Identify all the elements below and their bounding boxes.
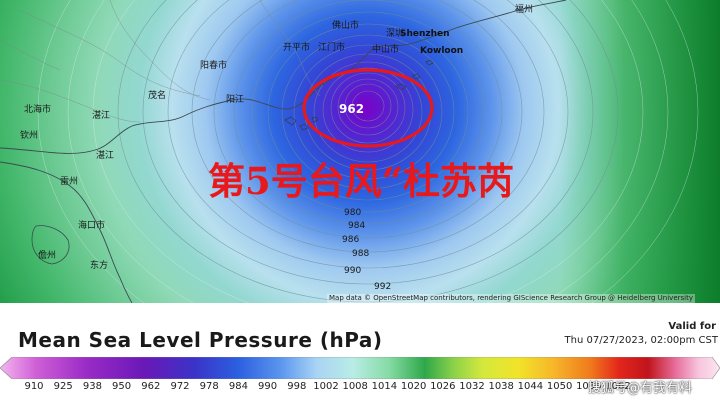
- colorbar-tick-label: 1062: [605, 381, 631, 392]
- isobar-label: 980: [344, 208, 362, 218]
- city-label: 湛江: [92, 111, 111, 121]
- colorbar-tick-label: 1056: [576, 381, 602, 392]
- city-label: 茂名: [148, 91, 167, 101]
- colorbar-tick-label: 962: [141, 381, 161, 392]
- city-label: 阳江: [226, 95, 245, 105]
- colorbar-tick-label: 1020: [400, 381, 427, 392]
- city-label: 阳春市: [200, 61, 228, 71]
- isobar-label: 984: [348, 221, 366, 231]
- typhoon-headline: 第5号台风“杜苏芮: [208, 159, 515, 203]
- colorbar-tick-label: 972: [170, 381, 190, 392]
- city-label: 深圳: [386, 29, 405, 39]
- isobar-label: 988: [352, 249, 370, 259]
- city-label: 中山市: [372, 45, 400, 55]
- isobar-label: 990: [344, 266, 362, 276]
- isobar-label: 992: [374, 282, 392, 292]
- valid-for-label: Valid for: [668, 321, 716, 332]
- legend-title: Mean Sea Level Pressure (hPa): [18, 328, 383, 352]
- city-label: 钦州: [20, 131, 39, 141]
- city-label: 北海市: [24, 105, 52, 115]
- map-attribution[interactable]: Map data © OpenStreetMap contributors, r…: [327, 294, 695, 303]
- city-label: 儋州: [38, 251, 57, 261]
- pressure-colorbar: [0, 357, 720, 379]
- city-label: Shenzhen: [400, 29, 450, 39]
- colorbar-tick-label: 1008: [342, 381, 368, 392]
- colorbar-tick-label: 978: [199, 381, 219, 392]
- city-label: 湛江: [96, 151, 115, 161]
- colorbar-tick-label: 998: [287, 381, 307, 392]
- city-label: 江门市: [318, 43, 346, 53]
- isobar-label: 986: [342, 235, 360, 245]
- watermark: 搜狐号@有我有料: [588, 381, 693, 396]
- colorbar-tick-label: 984: [228, 381, 248, 392]
- colorbar-tick-label: 938: [82, 381, 102, 392]
- city-label: 海口市: [78, 221, 106, 231]
- colorbar-tick-label: 1050: [546, 381, 573, 392]
- valid-time: Thu 07/27/2023, 02:00pm CST: [564, 335, 718, 346]
- city-label: Kowloon: [420, 46, 464, 56]
- city-label: 佛山市: [332, 21, 360, 31]
- city-label: 雷州: [60, 177, 79, 187]
- colorbar-tick-label: 1014: [371, 381, 398, 392]
- colorbar-tick-label: 925: [53, 381, 73, 392]
- colorbar-tick-label: 1038: [488, 381, 514, 392]
- city-label: 东方: [90, 261, 109, 271]
- legend-panel: Mean Sea Level Pressure (hPa) Valid for …: [0, 303, 720, 405]
- typhoon-center-pressure: 962: [339, 102, 365, 116]
- colorbar-tick-label: 910: [24, 381, 44, 392]
- city-label: 开平市: [283, 43, 311, 53]
- city-label: 福州: [515, 5, 534, 15]
- colorbar-tick-label: 1026: [430, 381, 456, 392]
- colorbar-tick-label: 1002: [313, 381, 339, 392]
- colorbar-tick-label: 950: [112, 381, 132, 392]
- colorbar-tick-label: 1032: [459, 381, 485, 392]
- map-canvas: [0, 0, 720, 303]
- colorbar-tick-label: 1044: [517, 381, 544, 392]
- pressure-map[interactable]: 福州 Shenzhen Kowloon 深圳 佛山市 中山市 江门市 开平市 阳…: [0, 0, 720, 303]
- colorbar-tick-label: 990: [258, 381, 278, 392]
